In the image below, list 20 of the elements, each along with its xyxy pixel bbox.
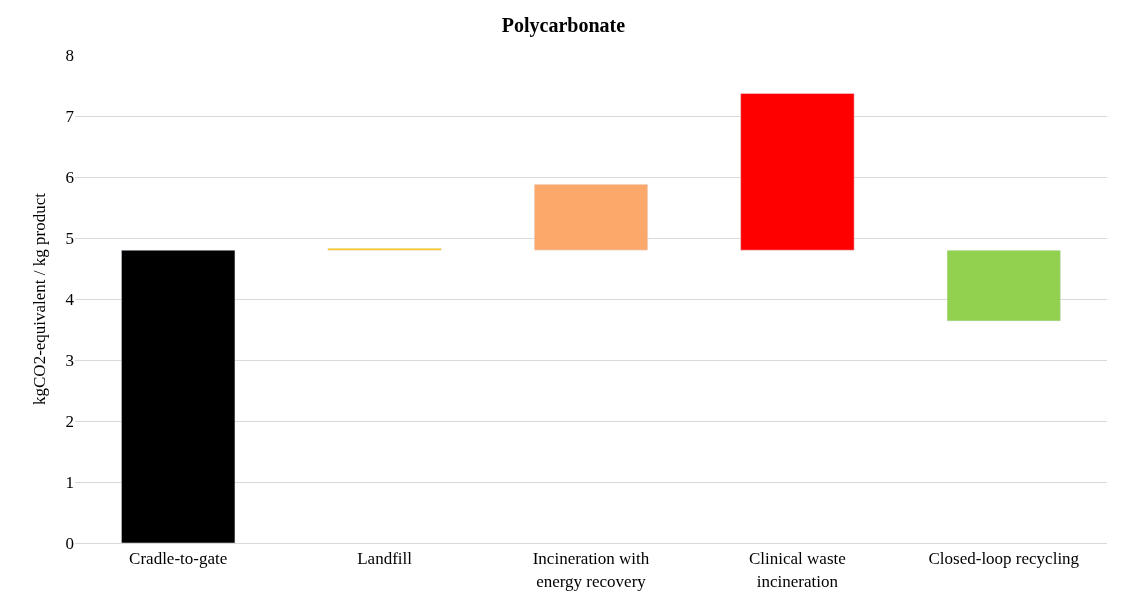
bar: [740, 93, 855, 251]
y-tick-label: 2: [65, 411, 74, 431]
y-tick-label: 5: [65, 228, 74, 248]
x-tick-label: Clinical waste incineration: [749, 549, 846, 591]
y-axis-title: kgCO2-equivalent / kg product: [30, 192, 50, 405]
y-tick-label: 6: [65, 167, 74, 187]
bar: [121, 249, 236, 543]
x-tick-label: Cradle-to-gate: [129, 549, 228, 569]
y-tick-label: 0: [65, 533, 74, 553]
x-tick-label: Closed-loop recycling: [928, 549, 1080, 569]
y-tick-label: 4: [65, 289, 75, 309]
bar: [946, 249, 1061, 322]
y-tick-label: 3: [65, 350, 74, 370]
y-tick-label: 7: [65, 106, 75, 126]
y-tick-label: 1: [65, 472, 74, 492]
x-tick-label: Landfill: [357, 549, 413, 569]
y-tick-label: 8: [65, 45, 74, 65]
chart-title: Polycarbonate: [501, 14, 626, 38]
bar: [533, 184, 649, 251]
x-tick-label: Incineration with energy recovery: [532, 549, 650, 591]
